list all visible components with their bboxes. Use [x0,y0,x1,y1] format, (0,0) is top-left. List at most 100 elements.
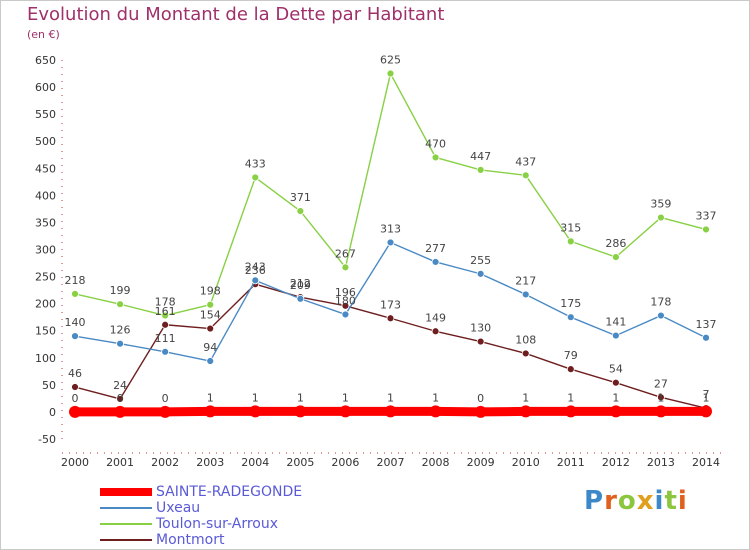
data-point [519,405,532,418]
y-tick-label: 150 [35,325,56,338]
data-label: 161 [155,305,176,318]
data-label: 217 [515,274,536,287]
series-layer [69,69,712,418]
data-point [657,393,665,402]
data-point [702,333,710,342]
data-point [700,405,712,418]
data-label: 236 [245,264,266,277]
data-label: 175 [560,297,581,310]
data-label: 54 [609,363,623,376]
data-label: 1 [703,391,710,404]
data-label: 199 [110,284,131,297]
x-tick-label: 2014 [692,456,720,469]
x-tick-label: 2009 [467,456,495,469]
data-point [71,332,79,341]
data-label: 149 [425,311,446,324]
data-label: 437 [515,155,536,168]
data-point [431,153,440,162]
data-label: 0 [72,392,79,405]
legend-swatch [100,488,152,496]
data-point [249,405,262,418]
data-point [657,311,665,320]
y-tick-label: 200 [35,298,56,311]
data-point [474,405,487,418]
data-point [431,327,440,336]
data-point [116,339,124,348]
data-label: 178 [155,296,176,309]
data-label: 1 [567,391,574,404]
x-tick-label: 2012 [602,456,630,469]
data-label: 130 [470,322,491,335]
data-point [566,313,575,322]
data-label: 359 [650,198,671,211]
legend-label: SAINTE-RADEGONDE [156,484,303,500]
data-label: 218 [65,274,86,287]
data-label: 46 [68,367,82,380]
data-point [429,405,442,418]
data-point [71,289,79,298]
data-label: 315 [560,221,581,234]
data-point [251,173,260,182]
x-tick-label: 2005 [286,456,314,469]
data-label: 126 [110,324,131,337]
data-label: 1 [342,391,349,404]
y-tick-label: 450 [35,162,56,175]
data-point [657,213,665,222]
x-tick-label: 2007 [377,456,405,469]
data-point [161,311,170,320]
y-tick-label: 600 [35,81,56,94]
y-tick-label: 650 [35,54,56,67]
data-point [566,365,575,374]
x-tick-label: 2002 [151,456,179,469]
data-point [521,171,530,180]
data-point [386,238,395,247]
data-label: 1 [612,391,619,404]
data-point [702,225,710,234]
data-point [204,405,217,418]
y-tick-label: 500 [35,135,56,148]
data-label: 0 [477,392,484,405]
data-label: 111 [155,332,176,345]
data-point [116,300,124,309]
data-label: 212 [290,277,311,290]
data-label: 1 [297,391,304,404]
y-tick-label: 550 [35,108,56,121]
data-label: 1 [522,391,529,404]
data-label: 94 [203,341,217,354]
data-label: 433 [245,157,266,170]
data-label: 0 [117,392,124,405]
data-label: 24 [113,379,127,392]
data-label: 1 [657,391,664,404]
x-tick-label: 2011 [557,456,585,469]
legend-item: Montmort [100,532,302,548]
data-point [476,269,485,278]
chart-title: Evolution du Montant de la Dette par Hab… [27,4,445,25]
data-label: 180 [335,294,356,307]
legend-item: Uxeau [100,500,302,516]
data-label: 313 [380,222,401,235]
data-label: 108 [515,333,536,346]
proxiti-logo: Proxiti [584,486,688,516]
data-point [161,320,170,329]
logo-letter: t [664,486,678,516]
data-point [71,383,79,391]
data-point [116,395,124,403]
legend-label: Uxeau [156,500,201,516]
axes: -500501001502002503003504004505005506006… [35,54,726,469]
x-tick-label: 2008 [422,456,450,469]
data-point [251,276,260,285]
logo-letter: i [677,486,688,516]
data-point [341,301,350,310]
data-point [431,258,440,266]
data-label: 154 [200,309,221,322]
y-tick-label: 350 [35,216,56,229]
data-label: 137 [696,318,717,331]
series-line-toulon-sur-arroux [74,72,707,317]
y-tick-label: 0 [49,406,56,419]
data-point [476,337,485,346]
x-tick-label: 2000 [61,456,89,469]
x-tick-label: 2003 [196,456,224,469]
data-label: 267 [335,247,356,260]
legend-swatch [100,507,152,509]
